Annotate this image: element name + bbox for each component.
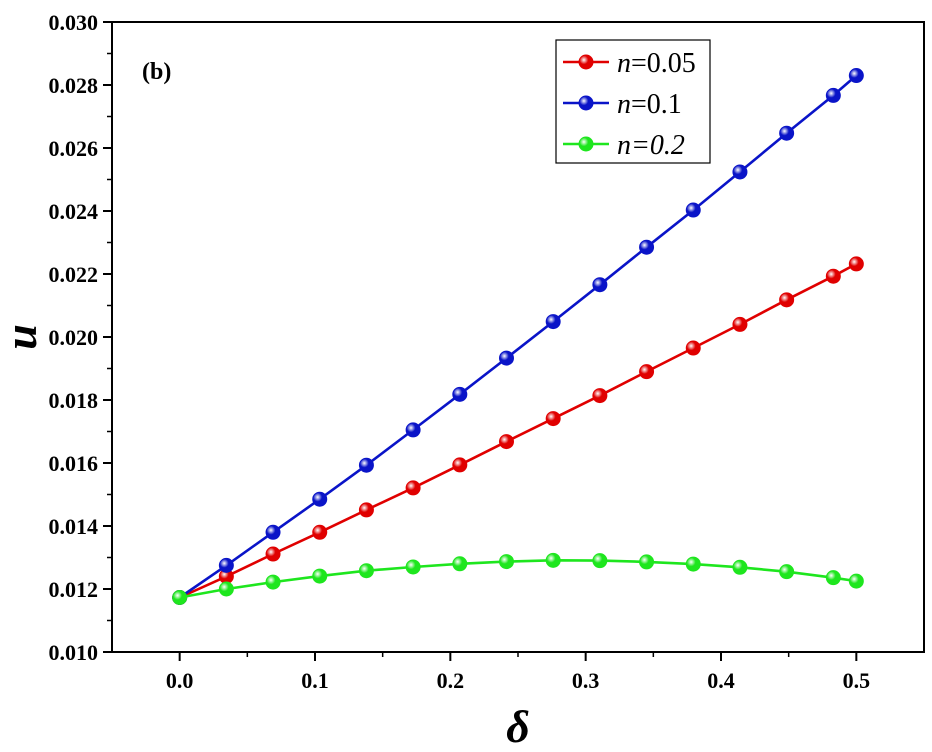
- x-tick-label: 0.3: [572, 668, 600, 693]
- y-tick-label: 0.024: [49, 199, 99, 224]
- data-point: [452, 556, 468, 572]
- y-tick-label: 0.028: [49, 73, 99, 98]
- y-tick-label: 0.022: [49, 262, 99, 287]
- data-point: [405, 422, 421, 438]
- series-n=0.1: [172, 68, 864, 606]
- legend-value: =0.2: [631, 130, 685, 161]
- y-axis-ticks: 0.010 0.012 0.014 0.016 0.018 0.020 0.022 0.024…: [49, 10, 112, 665]
- data-point: [452, 386, 468, 402]
- data-point: [732, 164, 748, 180]
- data-point: [732, 559, 748, 575]
- legend-marker: [578, 136, 594, 152]
- legend: n=0.05n=0.1n=0.2: [555, 39, 711, 164]
- panel-label: (b): [142, 59, 171, 85]
- legend-item: n=0.2: [563, 130, 685, 161]
- data-point: [848, 573, 864, 589]
- x-axis-title: δ: [506, 701, 530, 752]
- data-point: [545, 314, 561, 330]
- data-point: [592, 277, 608, 293]
- series-line: [179, 262, 857, 599]
- y-tick-label: 0.026: [49, 136, 99, 161]
- legend-value: =0.1: [631, 89, 682, 120]
- data-point: [218, 557, 234, 573]
- legend-item: n=0.05: [563, 48, 696, 79]
- data-point: [405, 480, 421, 496]
- legend-item: n=0.1: [563, 89, 682, 120]
- data-point: [312, 568, 328, 584]
- data-point: [358, 563, 374, 579]
- y-tick-label: 0.030: [49, 10, 99, 35]
- x-tick-label: 0.2: [437, 668, 465, 693]
- data-point: [685, 340, 701, 356]
- data-point: [172, 590, 188, 606]
- series-line: [179, 558, 857, 599]
- data-point: [825, 87, 841, 103]
- data-point: [779, 564, 795, 580]
- y-tick-label: 0.012: [49, 577, 99, 602]
- data-point: [592, 553, 608, 569]
- legend-label: n=0.2: [617, 130, 685, 161]
- x-tick-label: 0.0: [166, 668, 194, 693]
- x-tick-label: 0.1: [301, 668, 329, 693]
- data-point: [685, 202, 701, 218]
- data-point: [639, 554, 655, 570]
- legend-marker: [578, 54, 594, 70]
- legend-label: n=0.05: [617, 48, 696, 79]
- data-point: [312, 524, 328, 540]
- series-n=0.2: [172, 552, 864, 606]
- data-point: [639, 239, 655, 255]
- data-point: [545, 411, 561, 427]
- x-axis-ticks: 0.0 0.1 0.2 0.3 0.4 0.5: [166, 652, 870, 693]
- data-point: [545, 552, 561, 568]
- y-tick-label: 0.014: [49, 514, 99, 539]
- x-tick-label: 0.4: [707, 668, 735, 693]
- y-tick-label: 0.016: [49, 451, 99, 476]
- legend-marker: [578, 95, 594, 111]
- data-point: [732, 316, 748, 332]
- x-tick-label: 0.5: [843, 668, 871, 693]
- series-layer: [172, 68, 864, 606]
- legend-var: n: [617, 130, 631, 161]
- data-point: [498, 434, 514, 450]
- data-point: [498, 554, 514, 570]
- plot-frame: [111, 21, 925, 653]
- data-point: [265, 524, 281, 540]
- data-point: [312, 491, 328, 507]
- data-point: [405, 559, 421, 575]
- legend-value: =0.05: [631, 48, 696, 79]
- data-point: [592, 388, 608, 404]
- data-point: [265, 546, 281, 562]
- data-point: [848, 68, 864, 84]
- data-point: [498, 350, 514, 366]
- data-point: [825, 268, 841, 284]
- legend-label: n=0.1: [617, 89, 682, 120]
- legend-var: n: [617, 48, 631, 79]
- data-point: [452, 457, 468, 473]
- series-n=0.05: [172, 256, 864, 606]
- data-point: [218, 581, 234, 597]
- y-tick-label: 0.010: [49, 640, 99, 665]
- data-point: [265, 574, 281, 590]
- data-point: [848, 256, 864, 272]
- data-point: [639, 364, 655, 380]
- data-point: [358, 457, 374, 473]
- legend-var: n: [617, 89, 631, 120]
- series-line: [178, 74, 858, 599]
- data-point: [825, 570, 841, 586]
- data-point: [358, 502, 374, 518]
- y-axis-title: u: [0, 324, 46, 350]
- y-tick-label: 0.018: [49, 388, 99, 413]
- data-point: [779, 125, 795, 141]
- data-point: [779, 292, 795, 308]
- y-tick-label: 0.020: [49, 325, 99, 350]
- data-point: [685, 556, 701, 572]
